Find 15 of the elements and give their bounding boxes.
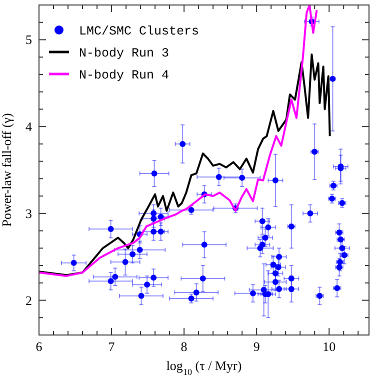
x-tick-label: 10 <box>322 339 336 354</box>
y-tick-label: 2 <box>26 292 32 308</box>
legend-label: N-body Run 4 <box>79 68 170 82</box>
line-series <box>39 5 318 277</box>
y-tick-label: 4 <box>26 119 32 134</box>
x-tick-label: 9 <box>253 339 260 354</box>
y-axis-title: Power-law fall-off (γ) <box>0 113 14 227</box>
x-tick-label: 8 <box>180 339 188 354</box>
y-tick-label: 3 <box>26 206 32 221</box>
x-axis-title: log$_{10}$ (τ / Myr) <box>166 358 242 377</box>
legend-label: N-body Run 3 <box>79 46 170 60</box>
legend-label: LMC/SMC Clusters <box>79 24 200 38</box>
x-tick-label: 6 <box>36 339 43 354</box>
x-tick-label: 7 <box>108 339 116 354</box>
y-tick-label: 5 <box>26 32 32 48</box>
